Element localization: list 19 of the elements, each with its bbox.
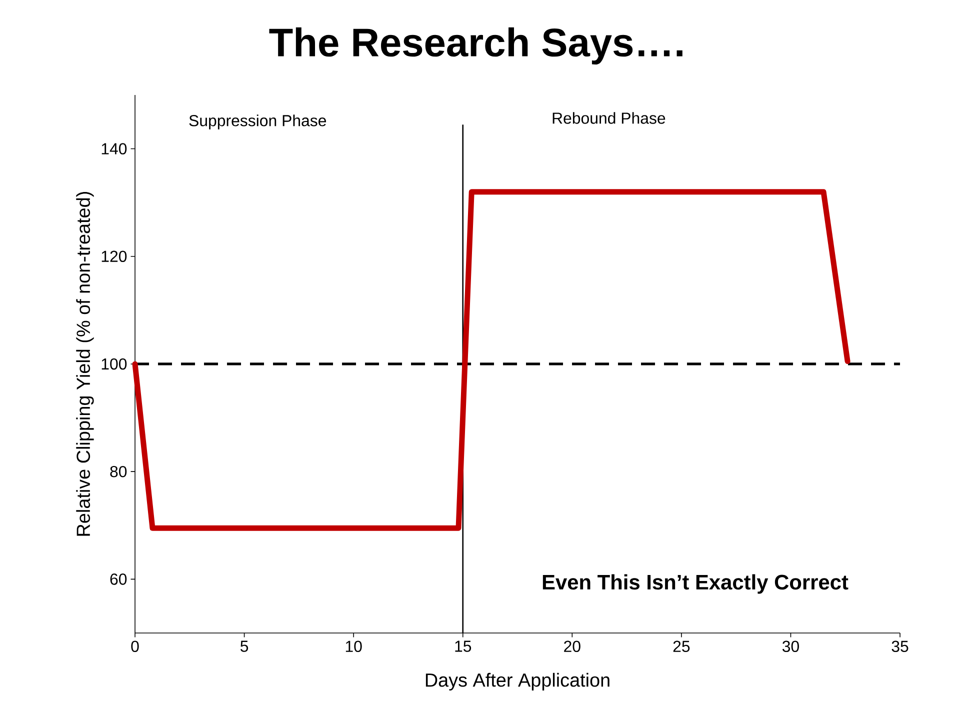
y-tick-label: 120 <box>102 250 127 262</box>
x-tick-label: 30 <box>782 640 799 652</box>
y-tick-label: 100 <box>102 358 127 370</box>
x-tick-label: 10 <box>346 640 362 652</box>
x-tick-label: 0 <box>131 640 139 652</box>
x-tick-label: 20 <box>564 640 580 652</box>
annotation: Suppression Phase <box>189 114 326 130</box>
y-tick-label: 60 <box>110 574 127 585</box>
annotation: Even This Isn’t Exactly Correct <box>542 574 848 594</box>
x-axis-title: Days After Application <box>426 672 610 691</box>
chart-title: The Research Says…. <box>269 27 682 65</box>
y-tick-label: 80 <box>110 466 127 478</box>
annotation: Rebound Phase <box>552 112 666 124</box>
x-tick-label: 15 <box>455 640 472 652</box>
x-tick-label: 35 <box>892 640 908 652</box>
x-tick-label: 25 <box>673 640 690 652</box>
y-axis-title: Relative Clipping Yield (% of non-treated) <box>76 192 94 536</box>
x-tick-label: 5 <box>240 640 248 652</box>
y-tick-label: 140 <box>102 143 127 154</box>
